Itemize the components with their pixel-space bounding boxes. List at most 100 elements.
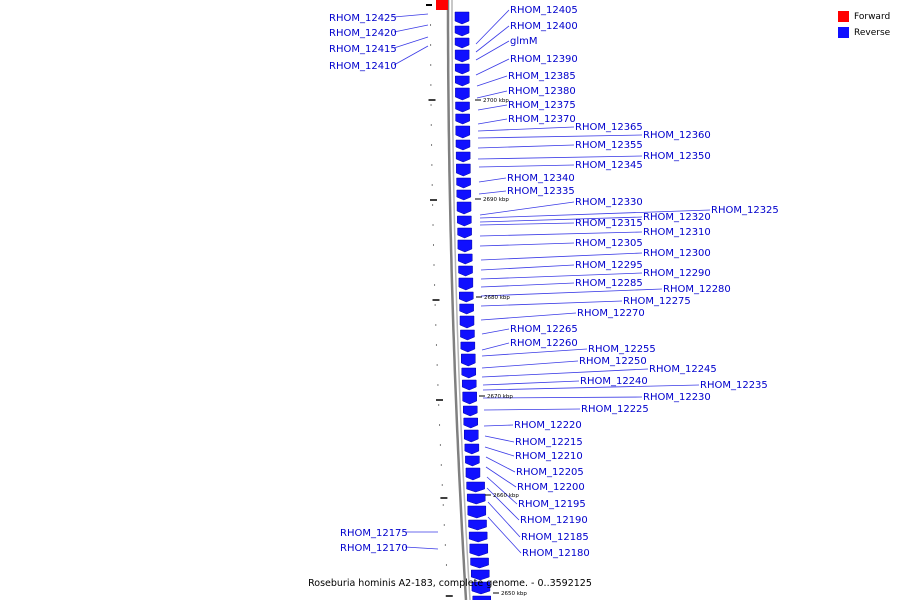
reverse-gene: [462, 391, 477, 405]
reverse-gene: [454, 49, 470, 63]
leader-line: [481, 342, 510, 351]
reverse-gene: [463, 429, 479, 443]
leader-line: [482, 384, 700, 391]
leader-line: [478, 190, 507, 195]
leader-line: [475, 58, 510, 76]
reverse-gene: [461, 367, 477, 379]
leader-layer: [393, 9, 711, 554]
leader-line: [476, 75, 508, 87]
leader-line: [480, 282, 575, 288]
ruler-label: 2690 kbp: [483, 197, 509, 203]
legend-forward: Forward: [838, 9, 900, 24]
leader-line: [480, 312, 577, 321]
gene-label: RHOM_12295: [575, 260, 643, 271]
reverse-gene: [455, 101, 470, 113]
reverse-gene: [461, 379, 477, 391]
label-layer: 2700 kbp 2690 kbp 2680 kbp 2670 kbp 2660 kbp…: [329, 5, 779, 597]
gene-label: RHOM_12225: [581, 404, 649, 415]
leader-line: [480, 264, 575, 271]
reverse-gene: [459, 315, 475, 329]
leader-line: [480, 252, 643, 261]
reverse-gene: [457, 215, 472, 227]
gene-label: RHOM_12305: [575, 238, 643, 249]
reverse-gene: [468, 531, 488, 543]
reverse-gene: [470, 557, 489, 569]
leader-line: [475, 40, 510, 61]
reverse-gene: [458, 265, 473, 277]
gene-label: RHOM_12420: [329, 28, 397, 39]
reverse-gene: [468, 519, 487, 531]
leader-line: [480, 300, 623, 307]
forward-swatch: [838, 11, 849, 22]
reverse-gene: [455, 151, 471, 163]
gene-label: RHOM_12325: [711, 205, 779, 216]
reverse-gene: [456, 163, 471, 177]
leader-line: [475, 9, 510, 45]
leader-line: [478, 177, 507, 183]
reverse-gene: [461, 353, 476, 367]
leader-line: [477, 144, 575, 149]
leader-line: [479, 209, 711, 219]
gene-label: RHOM_12380: [508, 86, 576, 97]
leader-line: [486, 476, 518, 505]
genome-caption: Roseburia hominis A2-183, complete genom…: [308, 578, 592, 589]
leader-line: [477, 126, 575, 132]
gene-label: RHOM_12300: [643, 248, 711, 259]
gene-label: RHOM_12410: [329, 61, 397, 72]
leader-line: [480, 288, 663, 297]
gene-label: RHOM_12310: [643, 227, 711, 238]
gene-label: RHOM_12265: [510, 324, 578, 335]
leader-line: [477, 155, 643, 160]
forward-label: Forward: [854, 11, 891, 22]
leader-line: [404, 546, 439, 550]
gene-label: RHOM_12215: [515, 437, 583, 448]
leader-line: [393, 13, 429, 18]
leader-line: [481, 368, 649, 378]
reverse-gene: [459, 303, 474, 315]
reverse-gene: [457, 239, 473, 253]
gene-label: RHOM_12190: [520, 515, 588, 526]
reverse-gene: [465, 455, 480, 467]
leader-line: [483, 408, 581, 411]
gene-label: RHOM_12250: [579, 356, 647, 367]
reverse-gene: [454, 11, 470, 25]
forward-gene: [436, 0, 448, 10]
reverse-gene: [464, 443, 480, 455]
reverse-gene: [454, 37, 470, 49]
gene-label: RHOM_12280: [663, 284, 731, 295]
legend: Forward Reverse: [838, 9, 900, 41]
reverse-gene: [465, 467, 481, 481]
ruler-label: 2660 kbp: [493, 493, 519, 499]
reverse-gene: [460, 341, 476, 353]
gene-label: RHOM_12285: [575, 278, 643, 289]
ruler-label: 2680 kbp: [484, 295, 510, 301]
reverse-gene: [469, 543, 489, 557]
leader-line: [478, 164, 575, 168]
leader-line: [487, 516, 522, 554]
gene-label: RHOM_12200: [517, 482, 585, 493]
gene-label: RHOM_12345: [575, 160, 643, 171]
leader-line: [479, 231, 643, 237]
gene-label: RHOM_12340: [507, 173, 575, 184]
gene-label: RHOM_12335: [507, 186, 575, 197]
reverse-gene: [462, 405, 478, 417]
gene-label: RHOM_12290: [643, 268, 711, 279]
gene-label: glmM: [510, 36, 538, 47]
gene-label: RHOM_12255: [588, 344, 656, 355]
gene-label: RHOM_12245: [649, 364, 717, 375]
reverse-gene: [457, 253, 473, 265]
leader-line: [487, 501, 521, 538]
leader-line: [484, 446, 515, 457]
leader-line: [479, 216, 643, 223]
leader-line: [477, 134, 643, 139]
leader-line: [481, 328, 510, 335]
gene-label: RHOM_12230: [643, 392, 711, 403]
reverse-gene: [466, 481, 485, 493]
legend-reverse: Reverse: [838, 25, 900, 40]
leader-line: [476, 90, 508, 99]
gene-label: RHOM_12320: [643, 212, 711, 223]
leader-line: [475, 25, 510, 53]
gene-label: RHOM_12425: [329, 13, 397, 24]
reverse-gene: [470, 569, 490, 581]
reverse-gene: [456, 201, 472, 215]
